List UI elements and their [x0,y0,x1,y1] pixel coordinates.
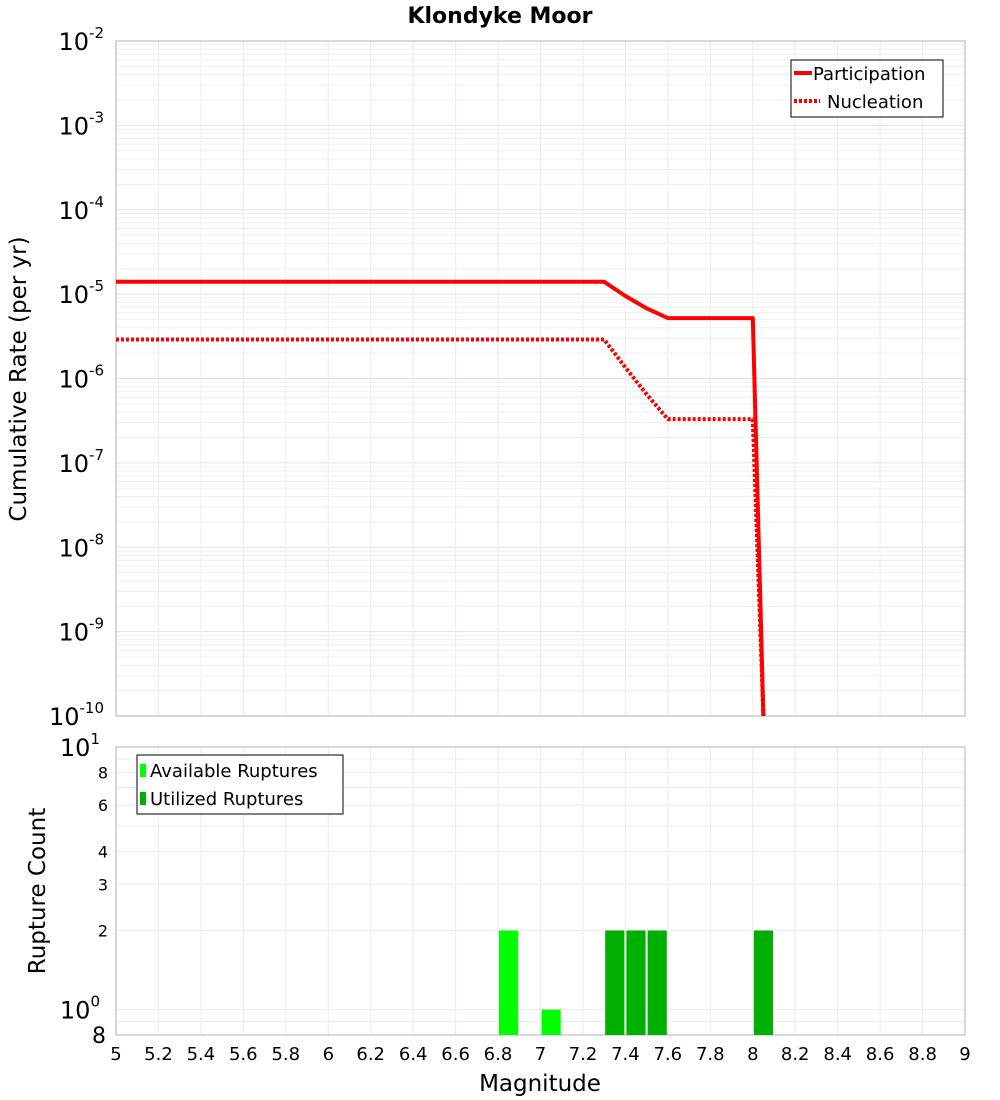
participation-legend-label: Participation [813,64,925,85]
utilized-rupture-bar [647,930,667,1035]
magnitude-x-tick-label: 7.8 [696,1044,725,1065]
rupture-y-tick-label: 8 [98,763,108,782]
rupture-legend: Available Ruptures Utilized Ruptures [136,754,344,815]
rupture-bars-group [499,930,773,1035]
rate-plot-grid [115,41,966,717]
magnitude-x-ticks: 5 5.2 5.4 5.6 5.8 6 6.2 6.4 6.6 6.8 7 7.2 7.4 7.6 7.8 8… [110,1044,970,1065]
rate-series-group [116,279,766,717]
rate-plot-panel: 10-2 10-3 10-4 10-5 10-6 10-7 10-8 10-9 10-10 Cu… [6,24,966,731]
utilized-rupture-bar [753,930,773,1035]
available-rupture-bar [499,930,519,1035]
rate-y-tick-label: 10-10 [49,699,104,731]
magnitude-x-tick-label: 5.6 [229,1044,258,1065]
rate-legend-box [790,59,944,118]
rate-plot-frame [115,40,966,717]
rupture-y-tick-label: 6 [98,796,108,815]
rate-y-tick-label: 10-6 [58,362,104,394]
rate-y-ticks: 10-2 10-3 10-4 10-5 10-6 10-7 10-8 10-9 10-10 [49,24,104,731]
rupture-y-power-label: 101 [60,730,100,762]
rupture-legend-box [136,754,344,815]
magnitude-x-tick-label: 8.2 [781,1044,810,1065]
chart-title: Klondyke Moor [407,4,592,29]
rate-legend: Participation Nucleation [790,59,944,118]
nucleation-series-line [116,337,766,717]
magnitude-x-tick-label: 5.2 [144,1044,173,1065]
rupture-y-power-label: 100 [60,993,100,1025]
magnitude-x-axis-label: Magnitude [479,1071,601,1097]
rupture-y-tick-label: 4 [98,842,108,861]
rupture-y-bottom-label: 8 [92,1024,106,1049]
rate-y-tick-label: 10-3 [58,108,104,140]
magnitude-x-tick-label: 6.6 [441,1044,470,1065]
magnitude-x-tick-label: 9 [959,1044,970,1065]
available-legend-label: Available Ruptures [150,761,318,782]
rate-y-tick-label: 10-8 [58,530,104,562]
magnitude-x-tick-label: 5.4 [187,1044,216,1065]
magnitude-x-tick-label: 6.2 [356,1044,385,1065]
magnitude-x-tick-label: 7.4 [611,1044,640,1065]
magnitude-x-tick-label: 5 [110,1044,121,1065]
rate-y-tick-label: 10-7 [58,446,104,478]
utilized-rupture-bar [626,930,646,1035]
rupture-y-tick-label: 3 [98,875,108,894]
available-rupture-bar [541,1009,561,1035]
magnitude-x-tick-label: 8.4 [823,1044,852,1065]
magnitude-x-tick-label: 7.6 [653,1044,682,1065]
nucleation-legend-label: Nucleation [827,92,923,113]
rate-y-axis-label: Cumulative Rate (per yr) [6,236,32,521]
magnitude-x-tick-label: 7 [535,1044,546,1065]
rate-y-tick-label: 10-5 [58,277,104,309]
magnitude-x-tick-label: 8.8 [908,1044,937,1065]
utilized-rupture-bar [605,930,625,1035]
magnitude-x-tick-label: 6.4 [399,1044,428,1065]
magnitude-x-tick-label: 8 [747,1044,758,1065]
magnitude-x-tick-label: 8.6 [866,1044,895,1065]
participation-series-line [116,279,766,717]
utilized-legend-label: Utilized Ruptures [150,789,303,810]
rate-y-tick-label: 10-4 [58,193,104,225]
magnitude-x-tick-label: 7.2 [569,1044,598,1065]
rupture-count-frame [115,746,966,1036]
magnitude-x-tick-label: 5.8 [271,1044,300,1065]
available-legend-swatch [140,764,146,777]
rate-y-tick-label: 10-2 [58,24,104,56]
magnitude-x-tick-label: 6.8 [484,1044,513,1065]
rate-y-tick-label: 10-9 [58,615,104,647]
magnitude-x-tick-label: 6 [323,1044,334,1065]
rupture-y-axis-label: Rupture Count [25,808,51,974]
utilized-legend-swatch [140,792,146,805]
rupture-y-tick-label: 2 [98,922,108,941]
